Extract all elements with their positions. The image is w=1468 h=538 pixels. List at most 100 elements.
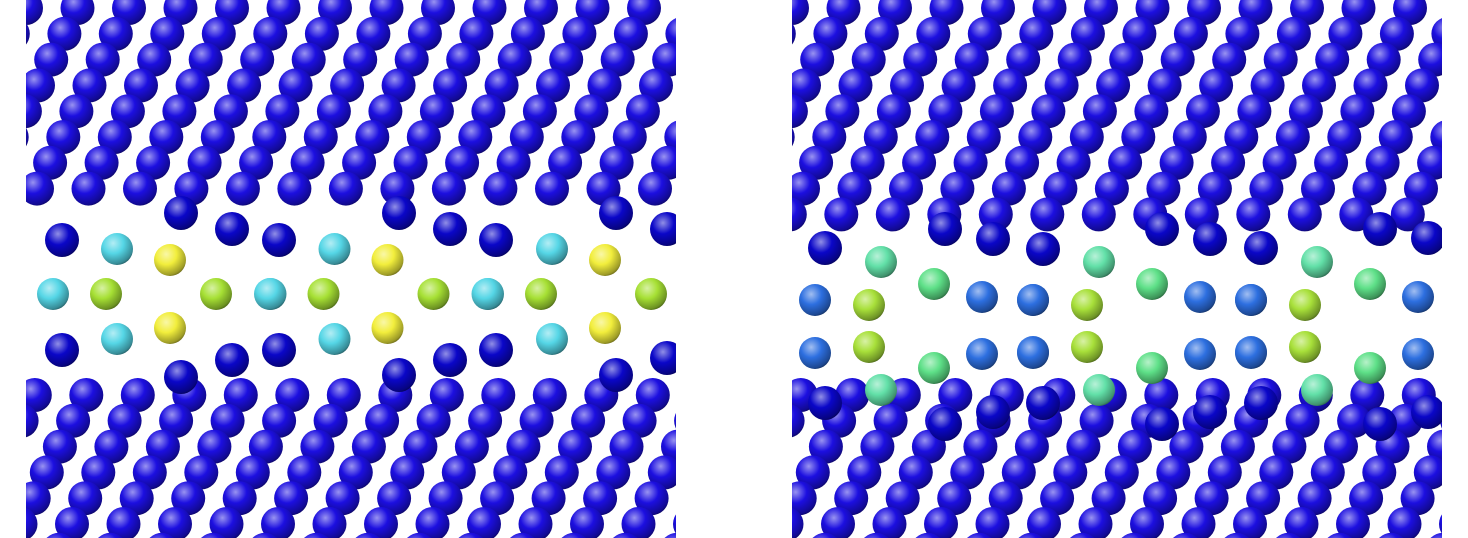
right-bulk-atom [875, 197, 910, 232]
right-bulk-atom [1130, 507, 1164, 538]
left-bulk-atom [42, 429, 77, 464]
left-bulk-atom [652, 42, 676, 77]
left-yellow-atom [589, 312, 621, 344]
left-bulk-atom [303, 120, 338, 154]
right-deep-atom [1026, 386, 1060, 420]
right-bulk-atom [792, 94, 808, 129]
right-deep-atom [1363, 407, 1397, 441]
left-bulk-atom [429, 378, 464, 412]
left-bulk-atom [394, 42, 429, 77]
left-bulk-atom [209, 507, 244, 538]
right-bulk-atom [1353, 68, 1388, 103]
left-bulk-atom [26, 127, 29, 147]
right-bulk-atom [1250, 68, 1285, 103]
left-bulk-atom [459, 16, 494, 51]
left-bulk-atom [252, 532, 278, 538]
left-bulk-atom [419, 94, 454, 129]
left-cyan-atom [536, 323, 568, 355]
right-steelblue-atom [1184, 281, 1216, 313]
right-bulk-atom [1362, 455, 1397, 490]
left-yellow-atom [371, 312, 404, 344]
right-bulk-atom [1185, 94, 1220, 129]
left-bulk-atom [558, 429, 592, 464]
left-bulk-atom [506, 429, 541, 464]
right-bulk-atom [1096, 68, 1131, 103]
right-bulk-atom [1070, 532, 1095, 538]
right-deep-atom [1411, 395, 1442, 429]
right-bulk-atom [864, 16, 899, 51]
right-bulk-atom [813, 16, 848, 51]
right-bulk-atom [1262, 145, 1297, 180]
left-bulk-atom [197, 429, 232, 464]
right-bulk-atom [1181, 507, 1216, 538]
left-bulk-atom [613, 532, 638, 538]
right-bulk-atom [864, 532, 889, 538]
left-deep-atom [599, 196, 633, 230]
right-bulk-atom [1030, 197, 1065, 232]
left-bulk-atom [518, 507, 553, 538]
left-deep-atom [479, 223, 513, 257]
right-bulk-atom [792, 171, 820, 206]
right-deep-atom [808, 231, 842, 265]
right-bulk-atom [1018, 532, 1044, 538]
right-steelblue-atom [1184, 338, 1216, 370]
right-bulk-atom [1315, 42, 1350, 77]
right-deep-atom [1363, 212, 1397, 246]
right-bulk-atom [792, 23, 796, 45]
left-bulk-atom [381, 68, 416, 103]
left-deep-atom [382, 196, 416, 230]
left-bulk-atom [351, 429, 386, 464]
left-bulk-atom [664, 532, 676, 538]
right-bulk-atom [1169, 429, 1204, 464]
left-bulk-atom [364, 507, 398, 538]
right-bulk-atom [1044, 68, 1079, 103]
right-bulk-atom [1014, 429, 1049, 464]
right-bulk-atom [1340, 94, 1375, 129]
left-bulk-atom [433, 68, 468, 103]
left-bulk-atom [290, 145, 325, 180]
left-bulk-atom [253, 16, 288, 51]
right-bulk-atom [792, 68, 821, 103]
left-bulk-atom [330, 68, 365, 103]
left-bulk-atom [120, 378, 155, 412]
left-bulk-atom [84, 145, 119, 180]
left-bulk-atom [356, 16, 391, 51]
right-bulk-atom [963, 429, 998, 464]
right-bulk-atom [812, 120, 847, 154]
left-bulk-atom [458, 532, 484, 538]
left-bulk-atom [536, 68, 570, 103]
right-bulk-atom [1225, 16, 1260, 51]
right-bulk-atom [1173, 16, 1208, 51]
left-bulk-atom [213, 94, 248, 129]
left-bulk-atom [277, 171, 312, 206]
left-bulk-atom [674, 412, 676, 429]
left-bulk-atom [415, 507, 450, 538]
right-bulk-atom [1378, 120, 1413, 154]
right-bulk-atom [1288, 94, 1323, 129]
left-bulk-atom [26, 23, 30, 45]
left-bulk-atom [407, 532, 432, 538]
right-bulk-atom [1122, 16, 1157, 51]
left-cyan-atom [254, 278, 287, 310]
left-bulk-atom [33, 145, 68, 180]
right-lightgreen-atom [1301, 246, 1333, 278]
right-bulk-atom [1018, 120, 1053, 154]
left-bulk-atom [342, 145, 377, 180]
left-bulk-atom [481, 378, 516, 412]
right-bulk-atom [1082, 94, 1117, 129]
left-bulk-atom [407, 16, 442, 51]
right-bulk-atom [1405, 68, 1439, 103]
left-bulk-atom [312, 507, 347, 538]
left-bulk-atom [497, 42, 532, 77]
left-bulk-atom [119, 481, 154, 516]
left-bulk-atom [26, 481, 51, 516]
left-bulk-atom [599, 145, 634, 180]
left-bulk-atom [71, 171, 106, 206]
right-bulk-atom [1069, 120, 1104, 154]
right-bulk-atom [824, 197, 859, 232]
right-bulk-atom [1233, 507, 1267, 538]
right-deep-atom [928, 212, 962, 246]
right-bulk-atom [1324, 429, 1358, 464]
right-bulk-atom [991, 171, 1026, 206]
lattice-left-svg [26, 0, 676, 538]
